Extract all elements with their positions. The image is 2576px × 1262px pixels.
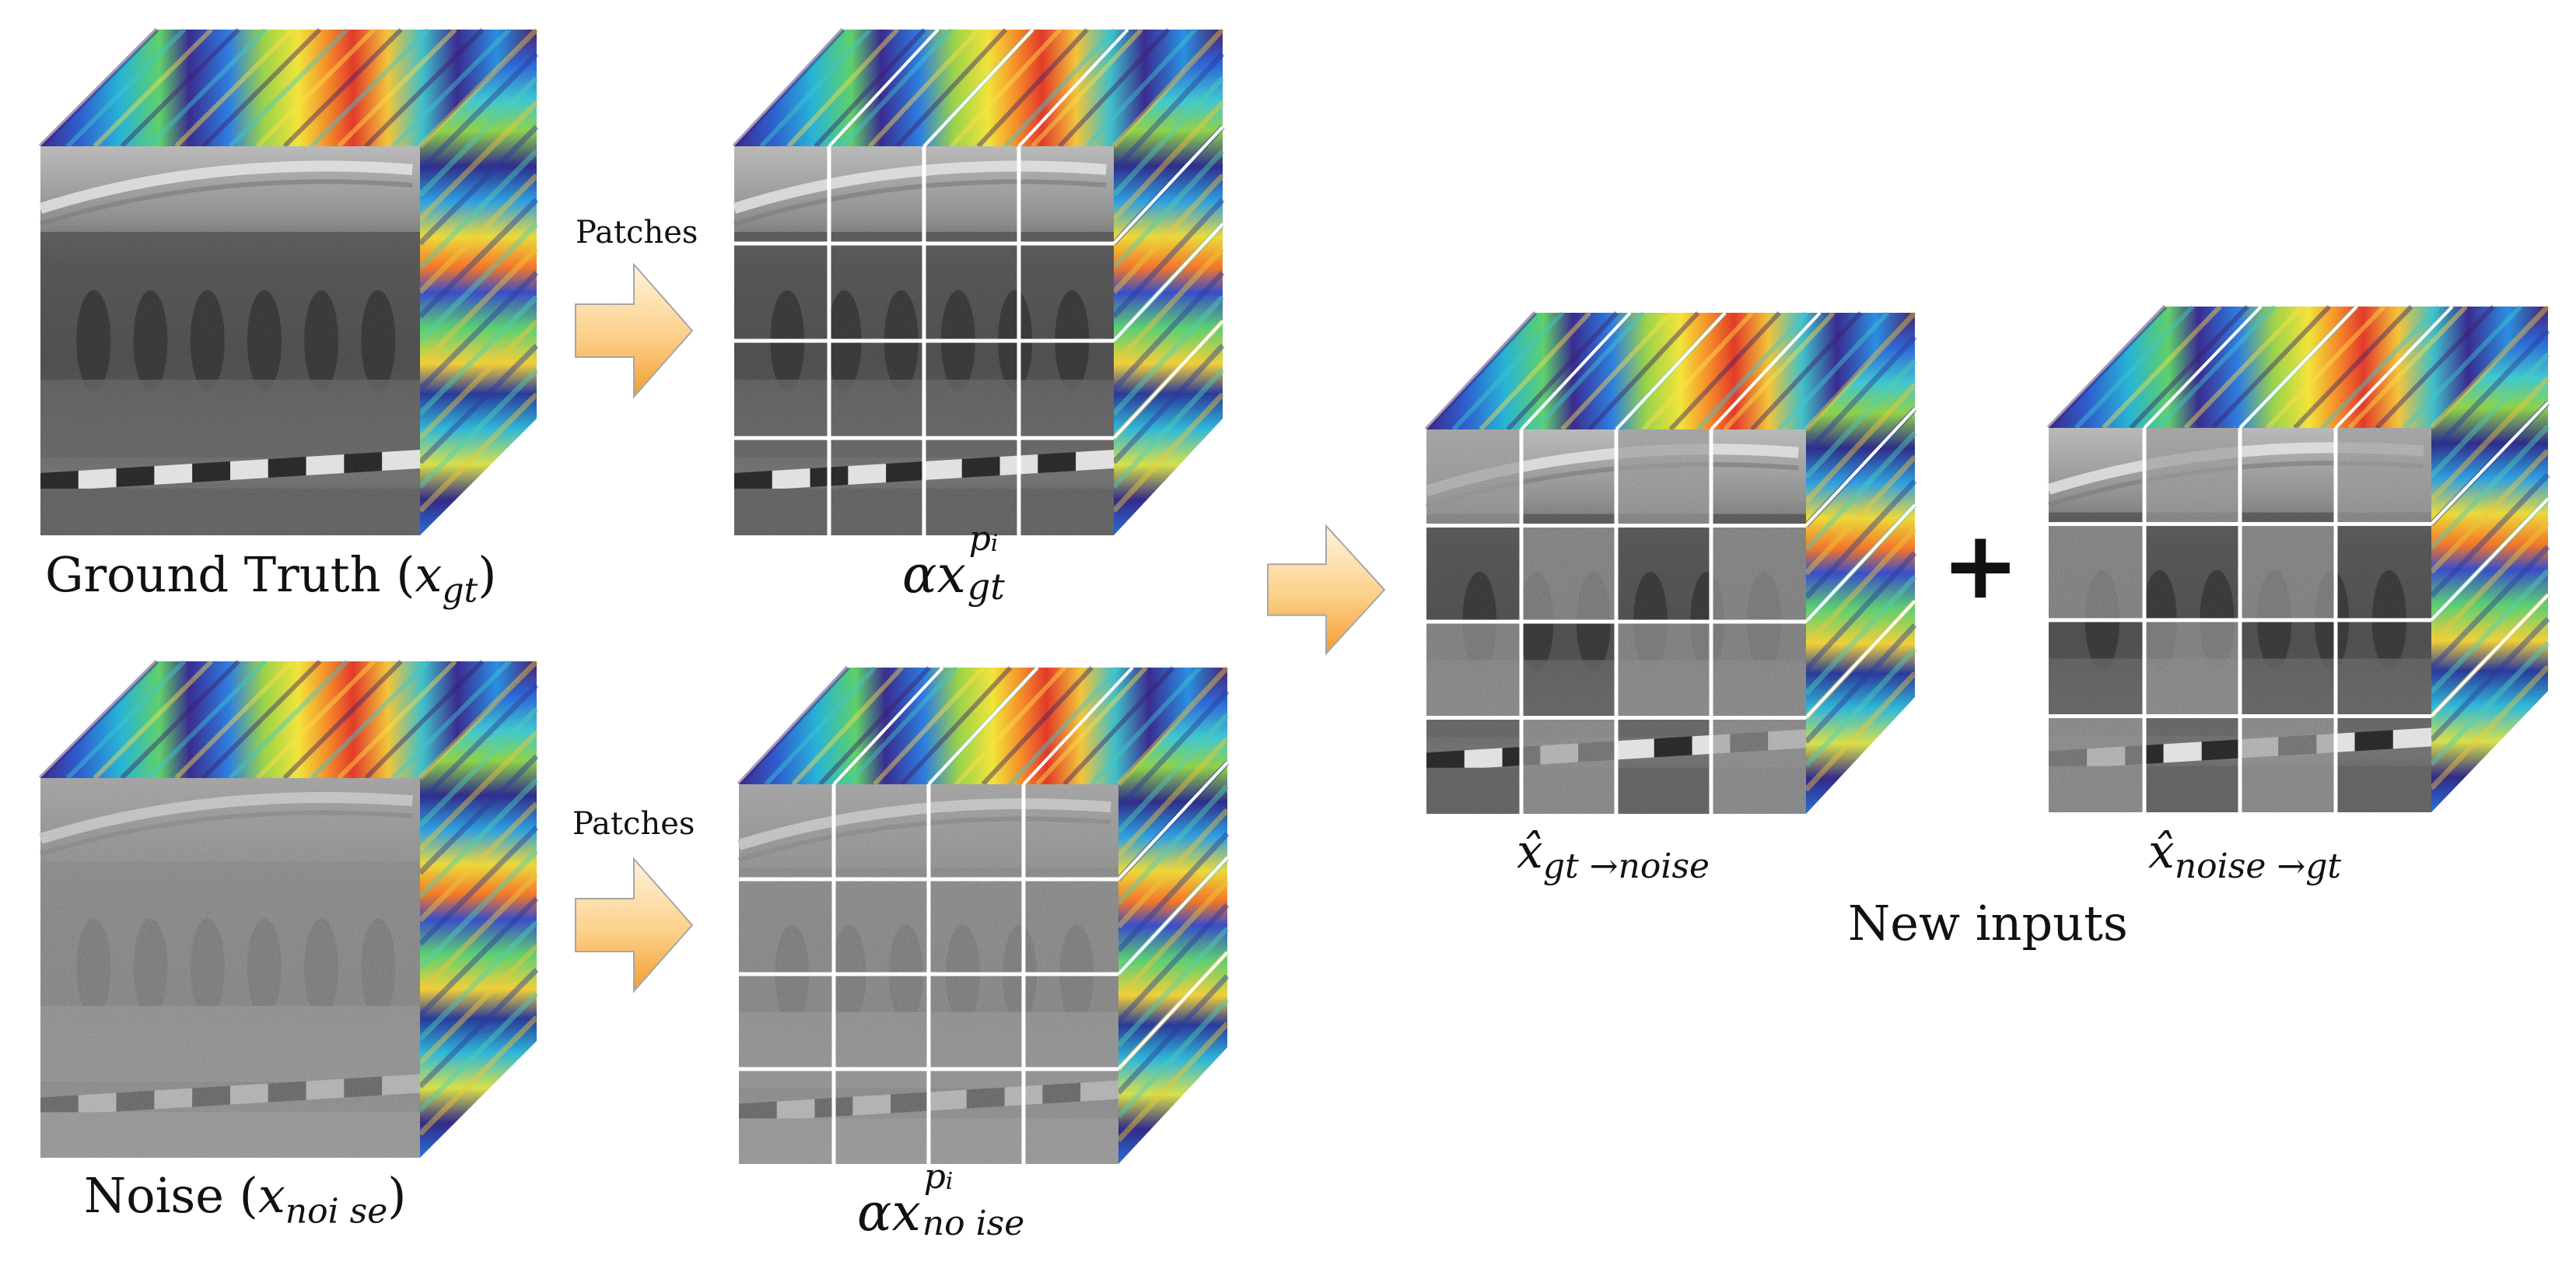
plus-sign: +: [1941, 512, 2020, 620]
cube-gt-patches: [732, 27, 1225, 535]
ground-truth-text: Ground Truth (: [45, 546, 415, 603]
cube-noise-patches: [737, 665, 1230, 1164]
mix-gt-noise-sub: gt →noise: [1542, 847, 1710, 886]
cube-mix-gt-noise-patch-grid: [1426, 311, 1916, 814]
noise-sub: noi se: [285, 1191, 388, 1232]
alpha-noise-base: αx: [857, 1183, 921, 1243]
cube-ground-truth-side-face: [420, 30, 537, 535]
noise-text: Noise (: [84, 1167, 258, 1224]
mix-noise-gt-label: x̂noise →gt: [2148, 825, 2341, 886]
cube-gt-patches-patch-grid: [734, 28, 1224, 535]
patches-label-bottom: Patches: [572, 806, 695, 842]
noise-close: ): [387, 1167, 407, 1224]
alpha-gt-sup-sub: i: [990, 530, 999, 557]
alpha-gt-sup: p: [968, 519, 991, 559]
alpha-noise-sup-sub: i: [945, 1168, 954, 1195]
ground-truth-var: x: [415, 546, 443, 603]
cube-noise: [38, 659, 539, 1158]
cube-ground-truth-front-face: [38, 146, 420, 535]
ground-truth-sub: gt: [442, 570, 478, 611]
cube-noise-side-face: [420, 661, 537, 1158]
mix-noise-gt-var: x̂: [2148, 825, 2175, 879]
cube-ground-truth-top-face: [40, 30, 537, 146]
new-inputs-label: New inputs: [1848, 895, 2128, 952]
noise-label: Noise (xnoi se): [84, 1167, 407, 1231]
mix-gt-noise-label: x̂gt →noise: [1517, 825, 1710, 886]
cube-mix-gt-noise: [1424, 310, 1917, 814]
cube-noise-front-face: [38, 778, 420, 1158]
patches-label-top: Patches: [576, 215, 698, 251]
alpha-noise-sup: p: [923, 1157, 946, 1197]
cube-mix-noise-gt-patch-grid: [2049, 305, 2550, 812]
alpha-gt-base: αx: [902, 545, 966, 605]
arrow-gt-to-patches: [575, 262, 694, 399]
cube-ground-truth: [38, 27, 539, 535]
ground-truth-close: ): [478, 546, 497, 603]
cube-noise-top-face: [40, 661, 537, 778]
ground-truth-label: Ground Truth (xgt): [45, 546, 496, 610]
arrow-to-new-inputs: [1267, 524, 1386, 656]
noise-var: x: [257, 1167, 285, 1224]
mix-gt-noise-var: x̂: [1517, 825, 1543, 879]
arrow-noise-to-patches: [575, 857, 694, 994]
cube-mix-noise-gt: [2046, 304, 2550, 812]
mix-noise-gt-sub: noise →gt: [2174, 847, 2342, 886]
cube-noise-patches-patch-grid: [739, 666, 1229, 1164]
alpha-noise-sub: no ise: [922, 1204, 1025, 1243]
alpha-gt-sub: gt: [967, 566, 1005, 608]
